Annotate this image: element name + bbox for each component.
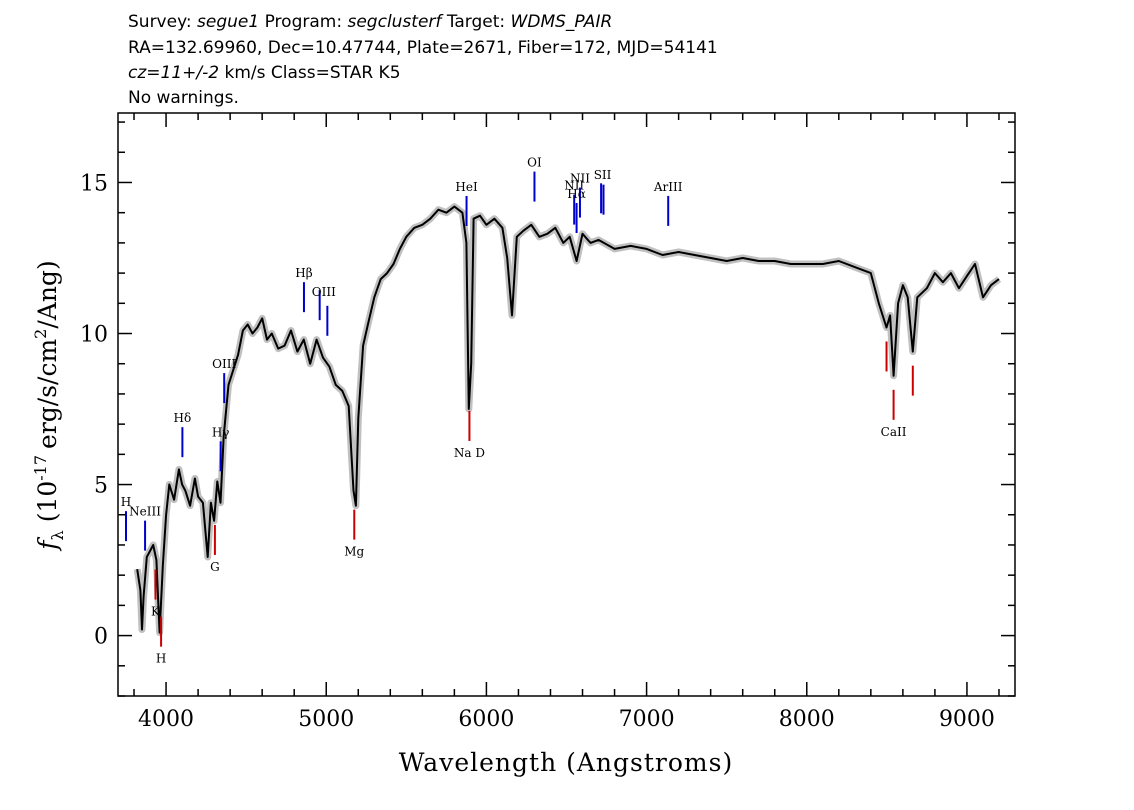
absorption-line-label: H bbox=[156, 652, 166, 666]
absorption-line-label: G bbox=[210, 560, 220, 574]
emission-line-label: SII bbox=[594, 168, 612, 182]
absorption-line-label: K bbox=[151, 605, 161, 619]
class-text: km/s Class=STAR K5 bbox=[224, 63, 401, 83]
x-tick-label: 5000 bbox=[298, 707, 354, 732]
emission-line-label: Hβ bbox=[295, 266, 312, 280]
emission-line-label: ArIII bbox=[653, 180, 683, 194]
emission-line-label: Hγ bbox=[212, 425, 230, 439]
y-tick-label: 0 bbox=[94, 625, 108, 650]
y-tick-label: 5 bbox=[94, 474, 108, 499]
emission-line-label: Hδ bbox=[174, 411, 192, 425]
spectrum-layer bbox=[136, 205, 1000, 634]
plot-frame bbox=[117, 112, 1016, 697]
emission-line-label: H bbox=[121, 495, 131, 509]
x-tick-label: 4000 bbox=[138, 707, 194, 732]
emission-line-label: OIII bbox=[212, 357, 236, 371]
error-band-layer bbox=[133, 203, 1002, 637]
emission-line-label: NII bbox=[570, 172, 590, 186]
axis-ticks bbox=[118, 113, 1015, 697]
x-tick-label: 8000 bbox=[779, 707, 835, 732]
absorption-line-label: Na D bbox=[454, 446, 485, 460]
x-tick-label: 6000 bbox=[458, 707, 514, 732]
x-axis-label: Wavelength (Angstroms) bbox=[399, 748, 733, 777]
y-tick-label: 10 bbox=[80, 323, 108, 348]
absorption-line-label: CaII bbox=[881, 425, 907, 439]
y-tick-label: 15 bbox=[80, 171, 108, 196]
emission-line-label: NII bbox=[564, 179, 584, 193]
emission-line-label: OIII bbox=[312, 285, 336, 299]
survey-value: segue1 bbox=[197, 12, 260, 32]
target-label: Target: bbox=[446, 12, 506, 32]
header-line-4: No warnings. bbox=[128, 88, 239, 108]
target-value: WDMS_PAIR bbox=[510, 12, 613, 32]
emission-line-label: OI bbox=[527, 156, 542, 170]
redshift-value: cz=11+/-2 bbox=[128, 63, 220, 83]
error-band bbox=[133, 203, 1002, 637]
emission-line-label: NeIII bbox=[129, 505, 161, 519]
program-value: segclusterf bbox=[347, 12, 442, 32]
header-line-2: RA=132.69960, Dec=10.47744, Plate=2671, … bbox=[128, 38, 718, 58]
program-label: Program: bbox=[264, 12, 343, 32]
spectrum-line bbox=[136, 205, 1000, 634]
emission-line-label: Hα bbox=[567, 187, 586, 201]
absorption-line-label: Mg bbox=[344, 545, 364, 559]
y-axis-label: fλ(10-17erg/s/cm2/Ang) bbox=[31, 260, 67, 551]
header-line-1: Survey: segue1 Program: segclusterf Targ… bbox=[128, 12, 612, 32]
tick-labels: 4000 5000 6000 7000 8000 9000 0 5 10 15 bbox=[80, 171, 995, 732]
emission-line-label: HeI bbox=[455, 180, 478, 194]
header-line-3: cz=11+/-2 km/s Class=STAR K5 bbox=[128, 63, 401, 83]
x-tick-label: 9000 bbox=[939, 707, 995, 732]
x-tick-label: 7000 bbox=[619, 707, 675, 732]
survey-label: Survey: bbox=[128, 12, 192, 32]
